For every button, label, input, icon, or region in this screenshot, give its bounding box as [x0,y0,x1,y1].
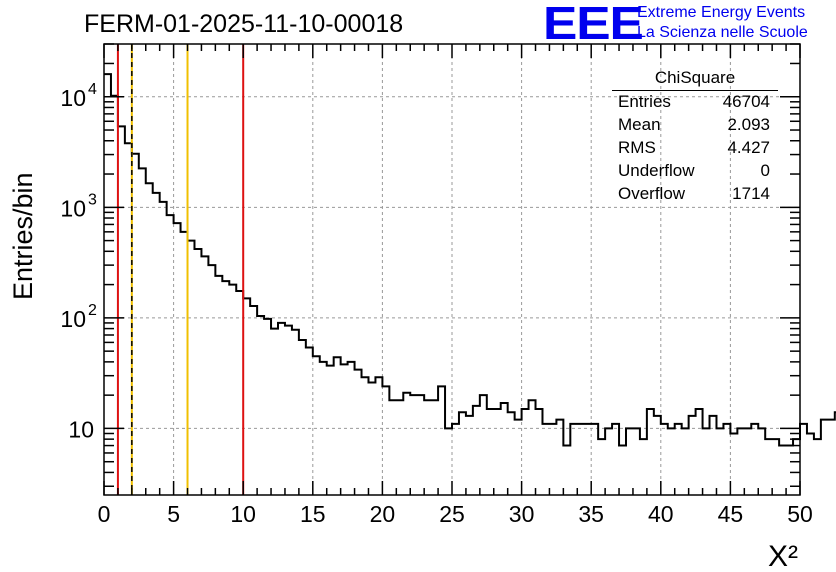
stats-value: 4.427 [727,138,770,157]
y-tick-label: 10 [60,85,86,111]
axis-ticks [103,43,801,495]
stats-divider [612,90,778,91]
stats-label: Overflow [618,184,686,203]
x-tick-label: 40 [648,501,674,527]
stats-label: Entries [618,92,671,111]
x-tick-label: 50 [787,501,813,527]
threshold-lines [116,44,245,495]
logo-line-2: La Scienza nelle Scuole [637,24,808,41]
stats-label: Underflow [618,161,695,180]
x-tick-label: 45 [718,501,744,527]
x-tick-label: 5 [167,501,180,527]
stats-value: 0 [760,161,770,180]
stats-row-underflow: Underflow 0 [618,161,770,183]
chart-title: FERM-01-2025-11-10-00018 [84,10,404,38]
x-tick-label: 20 [370,501,396,527]
stats-row-overflow: Overflow 1714 [618,184,770,206]
x-tick-label: 30 [509,501,535,527]
histogram-series [104,73,836,447]
y-tick-label: 10 [60,306,86,332]
x-tick-label: 25 [439,501,465,527]
stats-row-mean: Mean 2.093 [618,115,770,137]
x-tick-label: 0 [98,501,111,527]
y-tick-label: 10 [60,195,86,221]
x-tick-label: 15 [300,501,326,527]
eee-logo: EEE Extreme Energy Events La Scienza nel… [543,0,833,49]
y-axis-label: Entries/bin [8,172,38,300]
stats-value: 46704 [722,92,770,111]
stats-row-entries: Entries 46704 [618,92,770,114]
x-tick-label: 35 [578,501,604,527]
y-tick-exponent: 3 [88,191,97,208]
x-tick-label: 10 [230,501,256,527]
stats-label: RMS [618,138,656,157]
x-axis-label: X² [768,540,798,572]
y-tick-exponent: 2 [88,302,97,319]
x-tick-labels: 0 5 10 15 20 25 30 35 40 45 50 [98,501,813,527]
stats-value: 1714 [732,184,770,203]
logo-mark: EEE [543,0,644,49]
stats-label: Mean [618,115,661,134]
y-tick-exponent: 4 [88,81,97,98]
logo-line-1: Extreme Energy Events [637,4,806,21]
stats-row-rms: RMS 4.427 [618,138,770,160]
y-tick-label: 10 [68,416,94,442]
stats-title: ChiSquare [654,68,736,87]
stats-value: 2.093 [727,115,770,134]
